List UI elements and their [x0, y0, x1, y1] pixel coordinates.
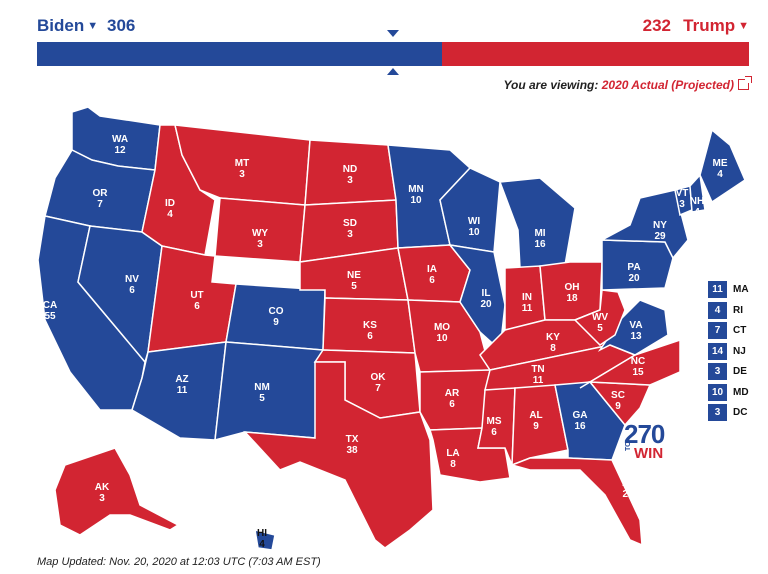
logo-to: TO: [625, 441, 632, 451]
small-state-nj[interactable]: 14 NJ: [708, 342, 749, 362]
state-il[interactable]: [448, 243, 506, 352]
state-nh[interactable]: [689, 173, 706, 213]
electoral-vote-bar: [37, 42, 749, 66]
chevron-down-icon: ▼: [87, 20, 99, 32]
tally-header: Biden ▼ 306 232 Trump ▼: [37, 14, 749, 38]
state-wy[interactable]: [214, 197, 306, 263]
270-marker-bottom-icon: [387, 68, 399, 75]
viewing-line: You are viewing: 2020 Actual (Projected): [503, 76, 752, 92]
external-link-icon: [738, 76, 752, 90]
small-state-abbr: DC: [733, 407, 748, 419]
small-state-ev-box: 14: [708, 342, 727, 360]
chevron-down-icon: ▼: [738, 20, 749, 32]
trump-bar: [442, 42, 749, 66]
small-state-de[interactable]: 3 DE: [708, 362, 749, 382]
state-al[interactable]: [511, 384, 569, 467]
small-state-abbr: CT: [733, 325, 747, 337]
state-ut[interactable]: [147, 245, 237, 353]
state-nd[interactable]: [304, 139, 397, 206]
small-state-ma[interactable]: 11 MA: [708, 280, 749, 300]
state-fl[interactable]: [509, 457, 643, 547]
state-me[interactable]: [699, 128, 746, 204]
small-state-ri[interactable]: 4 RI: [708, 301, 749, 321]
small-state-ct[interactable]: 7 CT: [708, 321, 749, 341]
small-state-abbr: MD: [733, 386, 749, 398]
state-wv[interactable]: [573, 289, 626, 346]
state-nm[interactable]: [214, 341, 324, 442]
small-state-md[interactable]: 10 MD: [708, 383, 749, 403]
small-state-ev-box: 11: [708, 281, 727, 299]
small-state-ev-box: 4: [708, 301, 727, 319]
biden-dropdown[interactable]: Biden ▼: [37, 16, 99, 35]
small-state-abbr: MA: [733, 284, 749, 296]
small-state-ev-box: 10: [708, 383, 727, 401]
biden-bar: [37, 42, 443, 66]
logo-win: WIN: [634, 445, 664, 462]
state-in[interactable]: [504, 265, 546, 331]
small-state-abbr: RI: [733, 304, 743, 316]
small-state-abbr: DE: [733, 366, 747, 378]
small-state-ev-box: 3: [708, 363, 727, 381]
small-states-list: 11 MA 4 RI 7 CT 14 NJ 3 DE 10 MD 3 DC: [708, 280, 749, 424]
state-ar[interactable]: [419, 369, 491, 431]
state-id[interactable]: [141, 124, 216, 256]
state-mi[interactable]: [498, 177, 576, 269]
state-va[interactable]: [597, 299, 669, 356]
270towin-logo: 270 TO WIN: [624, 421, 672, 465]
state-wi[interactable]: [439, 167, 501, 253]
state-ak[interactable]: [54, 447, 180, 536]
state-tx[interactable]: [243, 361, 434, 549]
state-ks[interactable]: [322, 297, 416, 354]
small-state-ev-box: 7: [708, 322, 727, 340]
map-updated-text: Map Updated: Nov. 20, 2020 at 12:03 UTC …: [37, 556, 321, 568]
small-state-abbr: NJ: [733, 345, 746, 357]
270-marker-top-icon: [387, 30, 399, 37]
logo-number: 270: [624, 419, 665, 449]
viewing-prefix: You are viewing:: [503, 78, 599, 92]
state-hi[interactable]: [254, 528, 276, 551]
state-oh[interactable]: [539, 261, 603, 321]
biden-electoral-votes: 306: [107, 16, 136, 35]
small-state-dc[interactable]: 3 DC: [708, 403, 749, 423]
state-pa[interactable]: [601, 239, 674, 291]
small-state-ev-box: 3: [708, 404, 727, 422]
trump-dropdown[interactable]: Trump ▼: [683, 16, 749, 35]
map-version-link[interactable]: 2020 Actual (Projected): [602, 76, 752, 92]
state-co[interactable]: [225, 283, 326, 351]
trump-electoral-votes: 232: [642, 16, 671, 35]
